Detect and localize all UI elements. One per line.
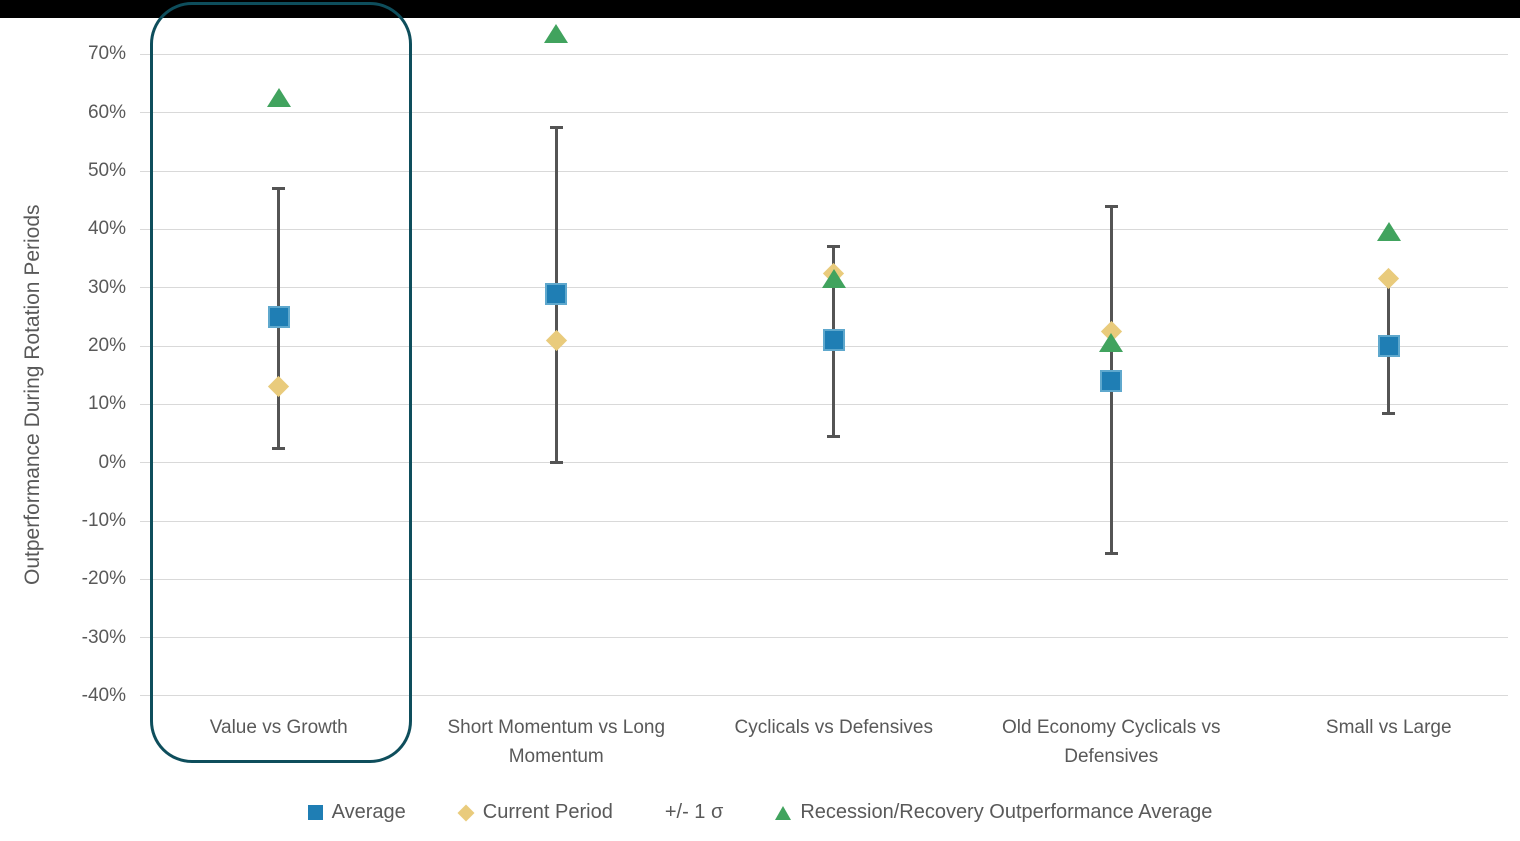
- legend-label: Recession/Recovery Outperformance Averag…: [800, 801, 1213, 823]
- error-bar-cap-bottom: [1382, 411, 1396, 415]
- average-marker: [267, 305, 290, 328]
- error-bar-cap-bottom: [549, 461, 563, 465]
- legend-item-current-period: Current Period: [457, 801, 613, 824]
- recession-recovery-marker: [544, 24, 569, 44]
- gridline-60: [140, 112, 1508, 114]
- category-label: Cyclicals vs Defensives: [734, 717, 934, 738]
- top-border-bar: [0, 0, 1520, 18]
- y-tick-label: -40%: [81, 684, 126, 706]
- gridline--30: [140, 637, 1508, 639]
- legend: Average Current Period +/- 1 σ Recession/Re…: [0, 801, 1520, 824]
- average-marker: [1100, 370, 1123, 393]
- gridline--20: [140, 578, 1508, 580]
- legend-label: +/- 1 σ: [664, 801, 724, 823]
- average-legend-icon: [307, 805, 323, 820]
- category-label: Short Momentum vs Long Momentum: [447, 717, 666, 768]
- recession-recovery-marker: [266, 88, 291, 108]
- average-marker: [822, 329, 845, 352]
- y-tick-label: -10%: [81, 510, 126, 532]
- y-tick-label: 60%: [87, 101, 126, 123]
- legend-label: Average: [331, 801, 406, 823]
- gridline-70: [140, 53, 1508, 55]
- legend-item-average: Average: [307, 801, 406, 824]
- gridline--10: [140, 520, 1508, 522]
- category-label: Value vs Growth: [209, 717, 348, 738]
- y-tick-label: -20%: [81, 568, 126, 590]
- category-label: Small vs Large: [1325, 717, 1452, 738]
- y-tick-label: -30%: [81, 626, 126, 648]
- gridline-40: [140, 228, 1508, 230]
- gridline--40: [140, 695, 1508, 697]
- recession-recovery-marker: [1376, 222, 1401, 242]
- legend-label: Current Period: [482, 801, 613, 823]
- error-bar-cap-bottom: [827, 434, 841, 438]
- current-period-legend-icon: [457, 804, 475, 821]
- error-bar-cap-top: [1104, 204, 1118, 208]
- legend-item-recession-recovery: Recession/Recovery Outperformance Averag…: [775, 801, 1212, 824]
- legend-item-sigma: +/- 1 σ: [665, 801, 723, 824]
- error-bar-cap-bottom: [1104, 551, 1118, 555]
- error-bar-cap-bottom: [272, 446, 286, 450]
- y-tick-label: 50%: [87, 160, 126, 182]
- current-period-marker: [268, 376, 290, 398]
- gridline-10: [140, 403, 1508, 405]
- y-tick-label: 0%: [98, 451, 126, 473]
- average-marker: [1377, 335, 1400, 358]
- recession-recovery-marker: [1099, 333, 1124, 353]
- y-tick-label: 30%: [87, 276, 126, 298]
- error-bar-cap-top: [827, 245, 841, 249]
- recession-recovery-marker: [821, 268, 846, 288]
- average-marker: [545, 282, 568, 305]
- error-bar-cap-top: [549, 125, 563, 129]
- error-bar-cap-top: [272, 187, 286, 191]
- current-period-marker: [545, 329, 567, 351]
- y-tick-label: 20%: [87, 335, 126, 357]
- gridline-50: [140, 170, 1508, 172]
- gridline-0: [140, 462, 1508, 464]
- y-tick-label: 40%: [87, 218, 126, 240]
- recession-recovery-legend-icon: [775, 805, 792, 820]
- category-label: Old Economy Cyclicals vs Defensives: [1001, 717, 1221, 768]
- y-tick-label: 70%: [87, 43, 126, 65]
- y-tick-label: 10%: [87, 393, 126, 415]
